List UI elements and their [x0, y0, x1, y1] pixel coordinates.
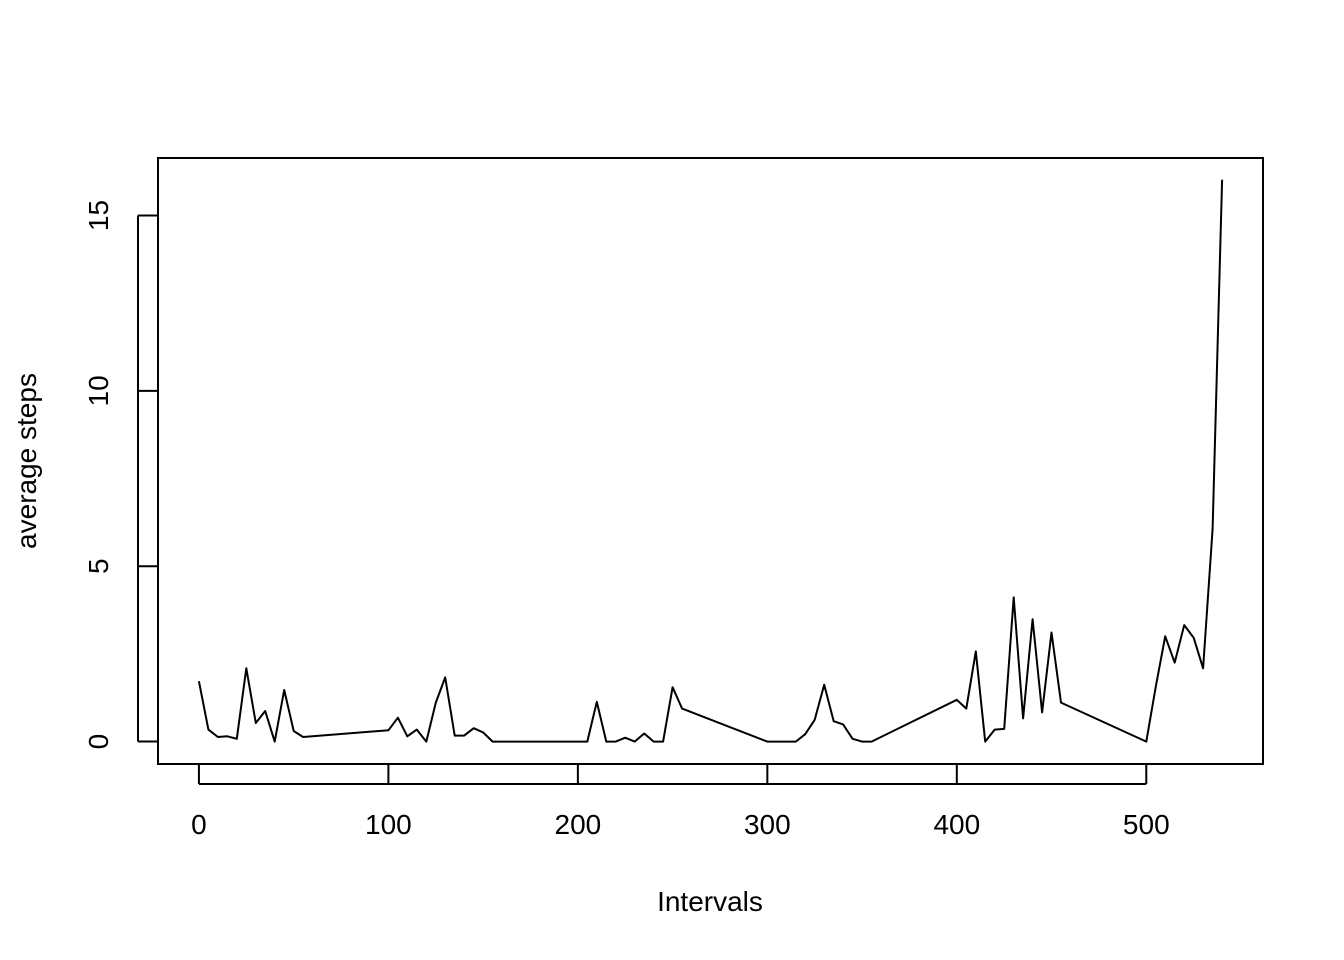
y-axis: 0 5 10 15 — [83, 200, 158, 749]
x-tick-label: 400 — [933, 809, 980, 840]
y-tick-label: 5 — [83, 558, 114, 574]
x-tick-label: 200 — [555, 809, 602, 840]
y-tick-label: 15 — [83, 200, 114, 231]
x-tick-label: 300 — [744, 809, 791, 840]
y-axis-label: average steps — [11, 373, 42, 549]
y-tick-label: 0 — [83, 734, 114, 750]
x-axis: 0 100 200 300 400 500 — [191, 764, 1170, 840]
plot-frame — [157, 157, 1264, 765]
x-tick-label: 100 — [365, 809, 412, 840]
data-series — [197, 179, 1224, 743]
x-tick-label: 500 — [1123, 809, 1170, 840]
y-tick-label: 10 — [83, 375, 114, 406]
series-line — [197, 179, 1224, 743]
x-tick-label: 0 — [191, 809, 207, 840]
x-axis-label: Intervals — [657, 886, 763, 917]
